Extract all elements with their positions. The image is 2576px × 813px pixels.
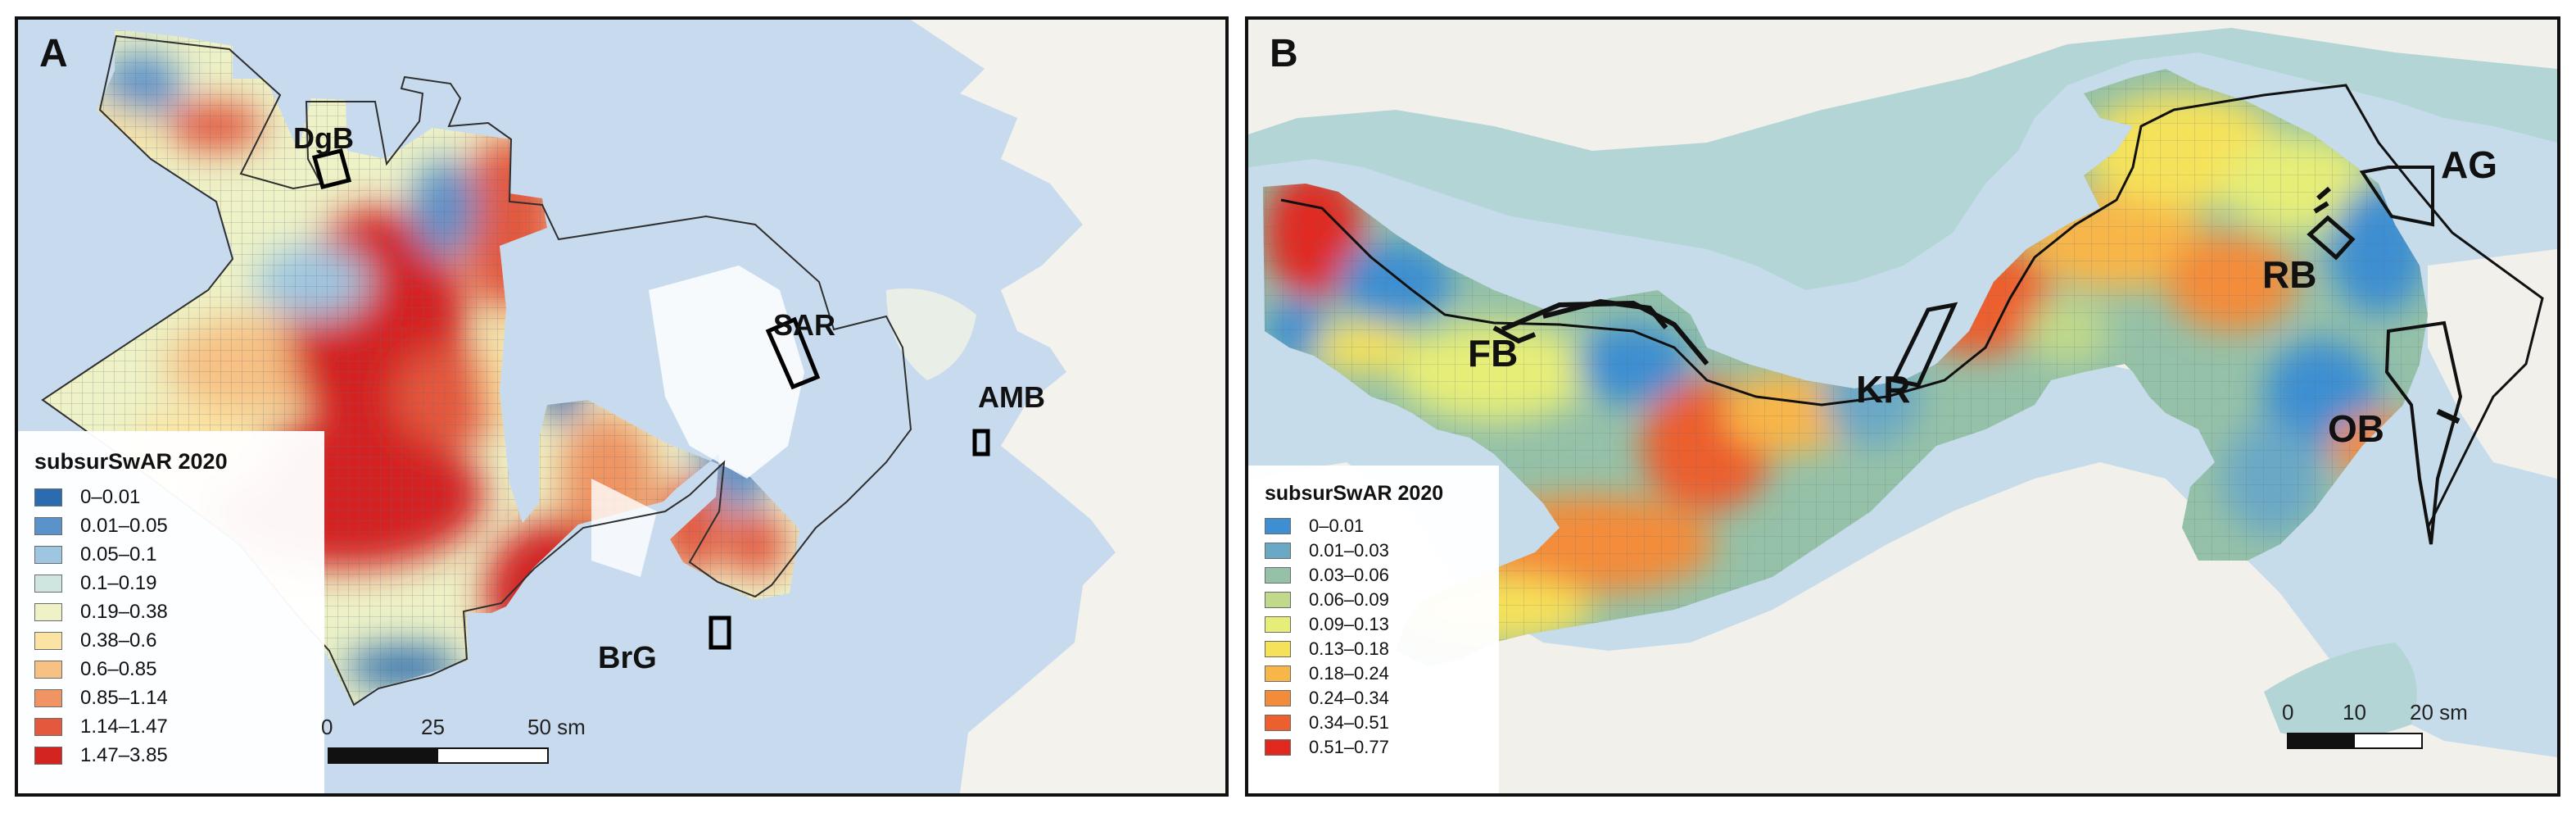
legend-b-label-2: 0.03–0.06 [1309, 565, 1389, 585]
legend-a-label-9: 1.47–3.85 [80, 743, 168, 766]
legend-title-a: subsurSwAR 2020 [34, 449, 228, 474]
legend-b-swatch-6 [1265, 665, 1291, 682]
scale-tick-b-0: 0 [2282, 700, 2294, 724]
legend-a-label-1: 0.01–0.05 [80, 514, 168, 537]
legend-b-swatch-0 [1265, 518, 1291, 534]
legend-b-swatch-1 [1265, 543, 1291, 559]
legend-a-row-0: 0–0.01 [34, 483, 306, 511]
label-brg: BrG [598, 641, 657, 675]
legend-a-swatch-9 [34, 746, 62, 765]
label-amb: AMB [978, 380, 1045, 414]
legend-b-swatch-2 [1265, 567, 1291, 584]
legend-b-swatch-8 [1265, 715, 1291, 731]
legend-a-row-6: 0.6–0.85 [34, 655, 306, 684]
legend-a-label-3: 0.1–0.19 [80, 571, 157, 594]
legend-b: subsurSwAR 2020 0–0.01 0.01–0.03 0.03–0.06… [1248, 466, 1499, 793]
legend-a-label-8: 1.14–1.47 [80, 715, 168, 738]
label-sar: SAR [773, 308, 836, 342]
legend-a-label-4: 0.19–0.38 [80, 600, 168, 623]
legend-a-label-7: 0.85–1.14 [80, 686, 168, 709]
legend-b-row-3: 0.06–0.09 [1265, 588, 1484, 612]
legend-b-label-1: 0.01–0.03 [1309, 540, 1389, 561]
legend-b-label-9: 0.51–0.77 [1309, 737, 1389, 757]
scale-bar-a: 0 25 50 sm [321, 715, 590, 780]
label-rb: RB [2262, 253, 2317, 296]
legend-b-label-4: 0.09–0.13 [1309, 614, 1389, 634]
scale-tick-b-1: 10 [2343, 700, 2366, 724]
legend-b-row-2: 0.03–0.06 [1265, 563, 1484, 588]
legend-a-swatch-4 [34, 602, 62, 621]
sar-box [765, 316, 821, 390]
legend-b-row-9: 0.51–0.77 [1265, 735, 1484, 760]
legend-a-swatch-5 [34, 631, 62, 650]
legend-a-swatch-7 [34, 688, 62, 707]
map-b-basemap [1248, 20, 2557, 793]
legend-a-label-5: 0.38–0.6 [80, 629, 157, 652]
legend-a-swatch-1 [34, 516, 62, 535]
legend-a-row-7: 0.85–1.14 [34, 684, 306, 712]
legend-b-row-5: 0.13–0.18 [1265, 637, 1484, 661]
legend-title-b: subsurSwAR 2020 [1265, 482, 1444, 505]
legend-b-row-4: 0.09–0.13 [1265, 612, 1484, 637]
legend-a-row-4: 0.19–0.38 [34, 597, 306, 626]
dgb-box [311, 148, 352, 190]
legend-b-label-8: 0.34–0.51 [1309, 712, 1389, 733]
legend-b-row-8: 0.34–0.51 [1265, 711, 1484, 735]
label-fb: FB [1468, 332, 1519, 375]
legend-a-row-2: 0.05–0.1 [34, 540, 306, 569]
label-kr: KR [1856, 368, 1911, 411]
legend-b-row-1: 0.01–0.03 [1265, 538, 1484, 563]
scale-tick-a-0: 0 [321, 715, 333, 739]
legend-a-swatch-2 [34, 545, 62, 564]
panel-letter-b: B [1270, 32, 1298, 75]
legend-a-row-8: 1.14–1.47 [34, 712, 306, 741]
legend-b-row-0: 0–0.01 [1265, 514, 1484, 538]
legend-a-label-6: 0.6–0.85 [80, 657, 157, 680]
legend-b-label-5: 0.13–0.18 [1309, 638, 1389, 659]
legend-b-swatch-4 [1265, 616, 1291, 633]
legend-a-swatch-8 [34, 717, 62, 736]
legend-a-label-2: 0.05–0.1 [80, 543, 157, 565]
label-ob: OB [2328, 407, 2384, 450]
scale-bar-body-a [328, 747, 549, 764]
amb-box [972, 429, 990, 456]
map-panel-b[interactable]: B FB KR RB AG OB subsurSwAR 2020 0–0.01 0… [1245, 16, 2560, 797]
map-panel-a[interactable]: A DgB SAR AMB BrG subsurSwAR 2020 0–0.01… [15, 16, 1229, 797]
brg-box [709, 615, 731, 650]
legend-b-row-7: 0.24–0.34 [1265, 686, 1484, 711]
legend-a-row-1: 0.01–0.05 [34, 511, 306, 540]
legend-b-row-6: 0.18–0.24 [1265, 661, 1484, 686]
scale-bar-b: 0 10 20 sm [2282, 700, 2533, 765]
legend-a: subsurSwAR 2020 0–0.01 0.01–0.05 0.05–0.1 0… [18, 431, 324, 793]
legend-a-label-0: 0–0.01 [80, 485, 141, 508]
legend-a-swatch-6 [34, 660, 62, 679]
label-ag: AG [2441, 143, 2497, 186]
legend-a-swatch-3 [34, 574, 62, 593]
legend-a-swatch-0 [34, 488, 62, 506]
scale-bar-body-b [2287, 733, 2423, 749]
legend-a-row-3: 0.1–0.19 [34, 569, 306, 597]
legend-b-swatch-5 [1265, 641, 1291, 657]
legend-b-swatch-3 [1265, 592, 1291, 608]
legend-b-label-7: 0.24–0.34 [1309, 688, 1389, 708]
legend-b-swatch-7 [1265, 690, 1291, 706]
legend-a-row-5: 0.38–0.6 [34, 626, 306, 655]
legend-b-label-3: 0.06–0.09 [1309, 589, 1389, 610]
scale-tick-a-1: 25 [421, 715, 445, 739]
scale-tick-b-2: 20 sm [2410, 700, 2468, 724]
legend-b-label-6: 0.18–0.24 [1309, 663, 1389, 684]
legend-b-swatch-9 [1265, 739, 1291, 756]
legend-a-row-9: 1.47–3.85 [34, 741, 306, 770]
legend-b-label-0: 0–0.01 [1309, 516, 1365, 536]
panel-letter-a: A [39, 32, 68, 75]
label-dgb: DgB [293, 121, 354, 155]
scale-tick-a-2: 50 sm [527, 715, 586, 739]
